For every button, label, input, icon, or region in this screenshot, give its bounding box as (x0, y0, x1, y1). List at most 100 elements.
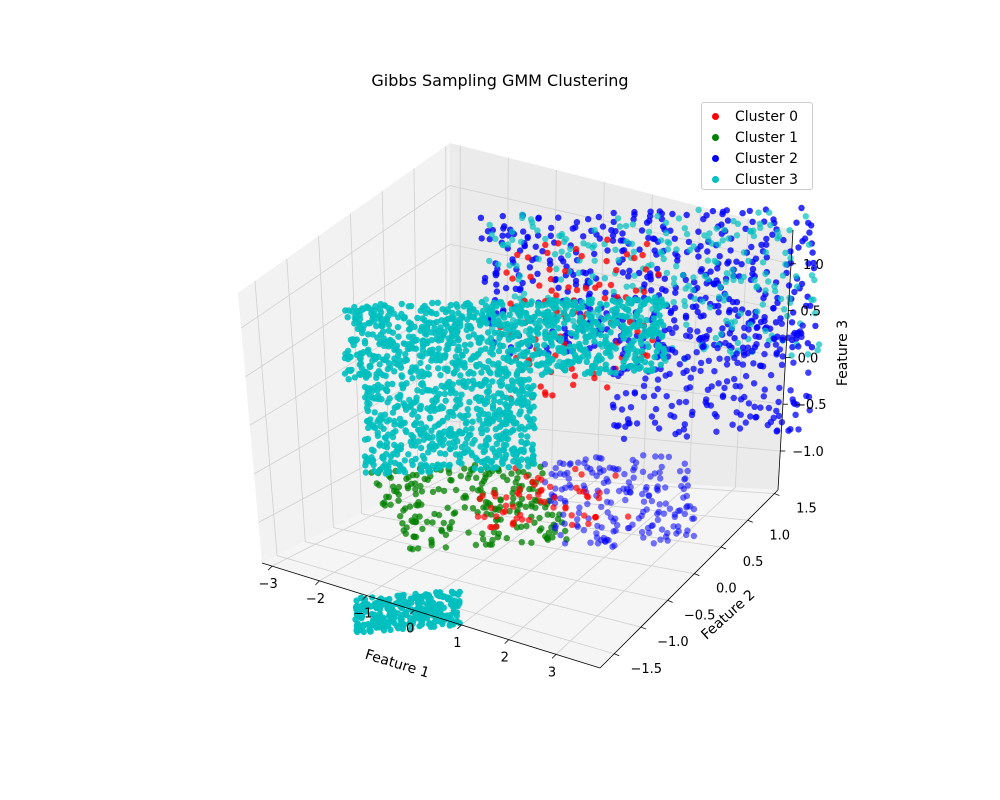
data-point-cluster-3 (428, 357, 435, 364)
data-point-cluster-2 (714, 344, 721, 352)
data-point-cluster-2 (666, 325, 673, 333)
data-point-cluster-3 (391, 346, 398, 353)
data-point-cluster-1 (517, 501, 524, 508)
data-point-cluster-1 (410, 533, 417, 540)
data-point-cluster-3 (483, 388, 491, 396)
data-point-cluster-3 (609, 307, 616, 314)
data-point-cluster-3 (370, 461, 377, 469)
data-point-cluster-2 (686, 327, 694, 334)
data-point-cluster-2 (705, 357, 712, 364)
data-point-cluster-3 (478, 369, 485, 376)
data-point-cluster-3 (535, 303, 542, 310)
data-point-cluster-3 (535, 362, 542, 369)
data-point-cluster-3 (437, 450, 444, 457)
data-point-cluster-2 (575, 459, 582, 466)
data-point-cluster-3 (660, 355, 668, 362)
data-point-cluster-2 (552, 464, 559, 472)
data-point-cluster-2 (658, 526, 666, 533)
x-tick-label: 0 (406, 621, 414, 636)
data-point-cluster-3 (435, 328, 442, 335)
data-point-cluster-3 (403, 356, 411, 364)
data-point-cluster-3 (564, 297, 572, 305)
data-point-cluster-3 (815, 341, 823, 348)
data-point-cluster-3 (437, 372, 444, 379)
data-point-cluster-3 (401, 314, 408, 321)
data-point-cluster-0 (549, 392, 556, 399)
data-point-cluster-3 (478, 430, 485, 437)
data-point-cluster-1 (536, 527, 543, 534)
data-point-cluster-2 (690, 532, 698, 540)
data-point-cluster-3 (717, 330, 725, 338)
data-point-cluster-1 (442, 544, 450, 551)
data-point-cluster-3 (541, 341, 548, 349)
data-point-cluster-3 (614, 215, 622, 222)
data-point-cluster-3 (395, 333, 402, 340)
data-point-cluster-3 (504, 435, 512, 443)
data-point-cluster-0 (526, 493, 533, 501)
data-point-cluster-2 (681, 460, 688, 467)
data-point-cluster-0 (481, 513, 488, 521)
data-point-cluster-2 (674, 257, 681, 264)
data-point-cluster-3 (717, 283, 724, 290)
data-point-cluster-2 (555, 284, 562, 291)
data-point-cluster-3 (638, 340, 645, 347)
data-point-cluster-3 (467, 341, 474, 348)
data-point-cluster-3 (419, 382, 427, 389)
data-point-cluster-3 (802, 213, 809, 220)
data-point-cluster-1 (531, 519, 538, 526)
data-point-cluster-3 (592, 359, 600, 366)
data-point-cluster-2 (686, 333, 694, 340)
data-point-cluster-3 (371, 616, 378, 623)
data-point-cluster-3 (361, 337, 369, 345)
data-point-cluster-3 (600, 316, 608, 323)
data-point-cluster-3 (372, 353, 379, 360)
data-point-cluster-3 (487, 369, 494, 377)
data-point-cluster-2 (806, 229, 813, 236)
data-point-cluster-3 (492, 453, 500, 460)
data-point-cluster-3 (805, 241, 813, 248)
data-point-cluster-2 (502, 284, 510, 292)
data-point-cluster-3 (486, 257, 493, 265)
data-point-cluster-3 (658, 296, 665, 303)
data-point-cluster-3 (564, 251, 572, 259)
data-point-cluster-3 (387, 336, 394, 344)
data-point-cluster-3 (499, 421, 506, 428)
data-point-cluster-3 (499, 311, 506, 318)
data-point-cluster-2 (776, 384, 783, 392)
data-point-cluster-3 (415, 438, 422, 445)
data-point-cluster-1 (403, 524, 410, 531)
data-point-cluster-2 (663, 393, 670, 400)
data-point-cluster-1 (549, 534, 556, 541)
data-point-cluster-3 (603, 339, 610, 347)
data-point-cluster-2 (631, 464, 638, 471)
y-tick-mark (747, 519, 753, 523)
data-point-cluster-0 (585, 520, 592, 527)
data-point-cluster-3 (417, 420, 425, 427)
data-point-cluster-0 (565, 284, 572, 291)
data-point-cluster-2 (535, 214, 542, 221)
data-point-cluster-3 (414, 612, 421, 620)
data-point-cluster-3 (465, 333, 472, 340)
data-point-cluster-3 (401, 457, 408, 464)
data-point-cluster-2 (631, 389, 638, 396)
data-point-cluster-3 (433, 310, 440, 318)
data-point-cluster-3 (378, 396, 385, 403)
data-point-cluster-3 (391, 441, 398, 449)
data-point-cluster-1 (429, 519, 436, 526)
data-point-cluster-1 (387, 501, 394, 508)
data-point-cluster-3 (509, 317, 517, 324)
data-point-cluster-3 (439, 417, 447, 425)
data-point-cluster-1 (416, 513, 423, 520)
data-point-cluster-3 (586, 332, 593, 340)
data-point-cluster-3 (516, 463, 523, 470)
data-point-cluster-3 (515, 448, 523, 455)
data-point-cluster-3 (524, 399, 532, 406)
data-point-cluster-3 (712, 334, 719, 342)
data-point-cluster-3 (431, 423, 439, 430)
data-point-cluster-2 (655, 508, 662, 516)
data-point-cluster-2 (793, 219, 800, 226)
data-point-cluster-3 (530, 313, 538, 321)
data-point-cluster-0 (544, 249, 551, 257)
data-point-cluster-3 (407, 368, 414, 376)
data-point-cluster-2 (671, 304, 679, 312)
